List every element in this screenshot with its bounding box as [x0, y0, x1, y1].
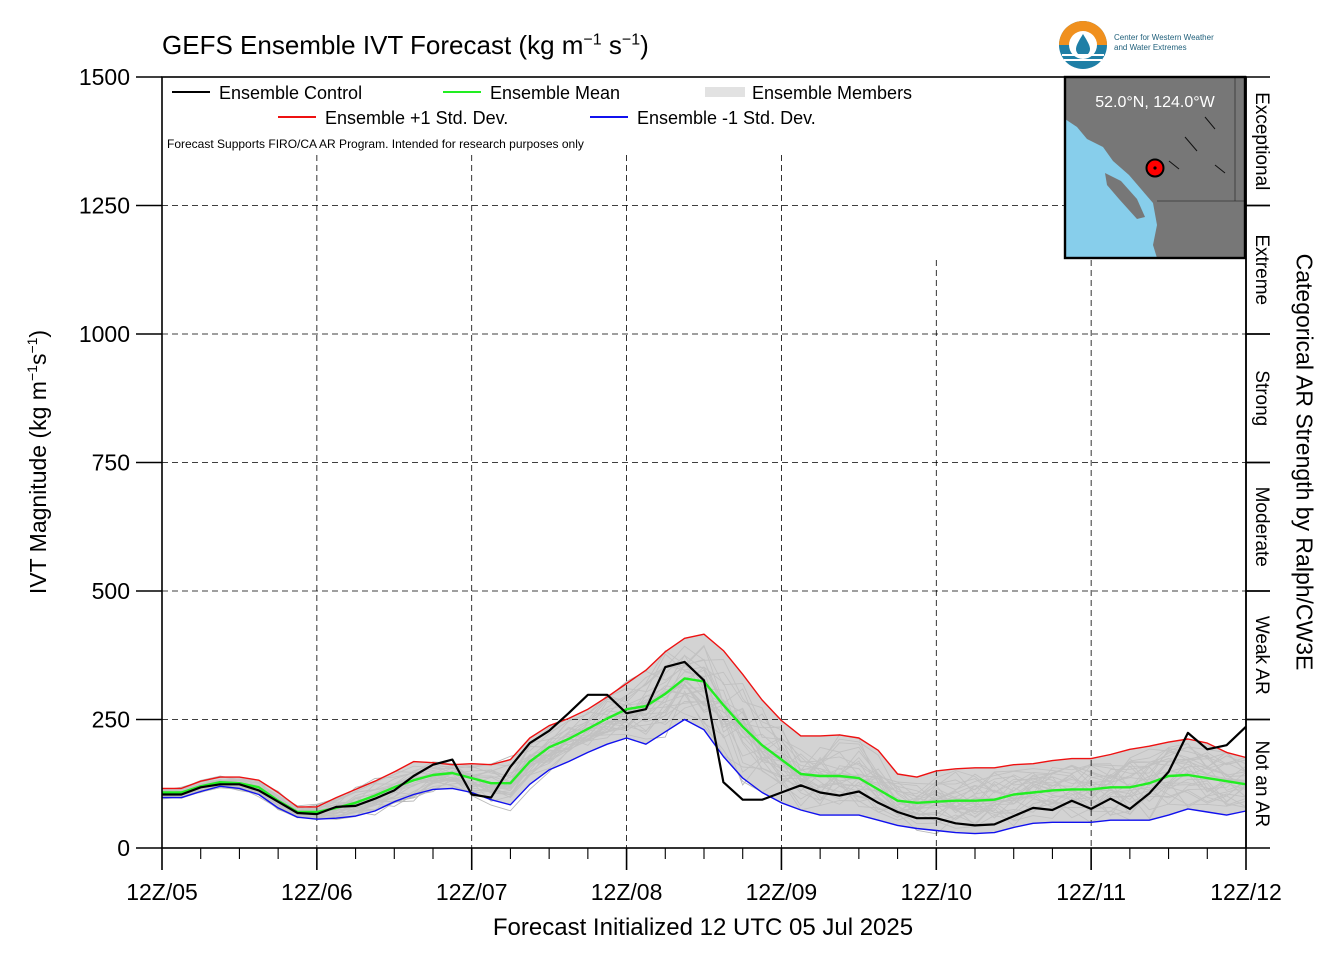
disclaimer-text: Forecast Supports FIRO/CA AR Program. In…: [167, 137, 584, 151]
cw3e-logo-icon: [1059, 21, 1107, 69]
x-tick-label: 12Z/10: [900, 879, 972, 905]
category-label: Strong: [1251, 370, 1272, 426]
category-label: Extreme: [1251, 234, 1272, 305]
inset-lake: [1214, 164, 1226, 174]
legend-label: Ensemble Control: [219, 83, 362, 103]
category-label: Exceptional: [1251, 92, 1272, 190]
chart-title: GEFS Ensemble IVT Forecast (kg m−1 s−1): [162, 30, 649, 60]
location-inset-map: 52.0°N, 124.0°W: [1063, 75, 1247, 260]
grid-lines: [162, 155, 1246, 848]
inset-lake: [1204, 116, 1216, 130]
location-marker-center: [1153, 166, 1157, 170]
inset-frame: [1063, 75, 1247, 260]
inset-island: [1105, 173, 1145, 219]
x-tick-label: 12Z/07: [436, 879, 508, 905]
y-axis-label: IVT Magnitude (kg m−1s−1): [24, 329, 51, 595]
legend-label: Ensemble +1 Std. Dev.: [325, 108, 508, 128]
y-tick-label: 750: [92, 450, 130, 476]
legend: Ensemble Control Ensemble Mean Ensemble Me…: [167, 83, 912, 151]
y-tick-label: 1250: [79, 193, 130, 219]
series-lines: [162, 633, 1247, 835]
x-tick-label: 12Z/09: [746, 879, 818, 905]
x-tick-label: 12Z/08: [591, 879, 663, 905]
legend-label: Ensemble Members: [752, 83, 912, 103]
std-dev-shading: [162, 634, 1246, 834]
minus-std-dev-line: [162, 718, 1247, 835]
legend-label: Ensemble Mean: [490, 83, 620, 103]
cw3e-logo: Center for Western Weather and Water Ext…: [1058, 20, 1258, 70]
category-label: Moderate: [1251, 487, 1272, 567]
category-label: Weak AR: [1251, 616, 1272, 695]
y-tick-label: 250: [92, 707, 130, 733]
inset-lake: [1168, 160, 1180, 170]
y-tick-label: 0: [117, 835, 130, 861]
inset-location-label: 52.0°N, 124.0°W: [1095, 94, 1215, 111]
std-dev-band: [162, 634, 1246, 834]
category-label: Not an AR: [1251, 740, 1272, 827]
inset-lake: [1184, 136, 1198, 152]
legend-label: Ensemble -1 Std. Dev.: [637, 108, 816, 128]
y-tick-label: 1000: [79, 321, 130, 347]
ensemble-control-line: [162, 660, 1247, 827]
y-tick-label: 500: [92, 578, 130, 604]
x-tick-label: 12Z/12: [1210, 879, 1282, 905]
logo-text: Center for Western Weather and Water Ext…: [1114, 33, 1214, 52]
x-tick-label: 12Z/06: [281, 879, 353, 905]
x-tick-label: 12Z/11: [1056, 879, 1126, 905]
right-axis-title: Categorical AR Strength by Ralph/CW3E: [1291, 253, 1318, 671]
y-tick-label: 1500: [79, 64, 130, 90]
x-axis-label: Forecast Initialized 12 UTC 05 Jul 2025: [492, 914, 914, 941]
plus-std-dev-line: [162, 633, 1247, 808]
x-tick-label: 12Z/05: [126, 879, 198, 905]
